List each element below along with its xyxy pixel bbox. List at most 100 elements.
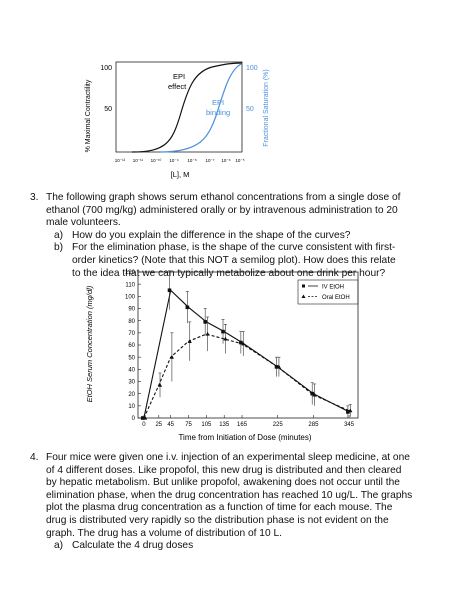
x-tick-label: 10⁻¹² <box>115 158 126 163</box>
question-4-number: 4. <box>30 452 39 463</box>
question-3-line: ethanol (700 mg/kg) administered orally … <box>46 204 398 216</box>
plot-frame <box>115 61 243 153</box>
question-4-line: graph. The drug has a volume of distribu… <box>46 527 282 539</box>
y-tick-label: 0 <box>132 416 136 422</box>
x-axis-label: [L], M <box>171 170 190 179</box>
iv-etoh-point <box>185 305 190 310</box>
question-3b-line: to the idea that we can typically metabo… <box>72 267 386 279</box>
x-tick-label: 45 <box>167 422 174 428</box>
x-tick-labels: 10⁻¹² 10⁻¹¹ 10⁻¹⁰ 10⁻⁹ 10⁻⁸ 10⁻⁷ 10⁻⁶ 10… <box>115 158 245 163</box>
epi-effect-label-1: EPI <box>173 72 185 81</box>
question-3-line: male volunteers. <box>46 217 121 229</box>
iv-etoh-point <box>274 365 279 369</box>
question-4-line: elimination phase, when the drug concent… <box>46 489 413 501</box>
iv-etoh-point <box>239 340 243 345</box>
question-4a-marker: a) <box>54 540 64 552</box>
question-3-line: The following graph shows serum ethanol … <box>46 192 401 203</box>
question-4-line: plot the plasma drug concentration as a … <box>46 502 393 514</box>
question-4: 4. Four mice were given one i.v. injecti… <box>30 452 431 553</box>
x-tick-label: 10⁻⁷ <box>205 158 214 163</box>
y-tick-label: 30 <box>128 380 135 386</box>
x-tick-label: 0 <box>142 422 146 428</box>
question-3a-text: How do you explain the difference in the… <box>72 229 351 241</box>
legend-oral-marker <box>301 294 306 298</box>
legend-oral: Oral EtOH <box>301 294 350 301</box>
x-tick-label: 10⁻⁹ <box>169 158 178 163</box>
y-tick-label: 40 <box>128 368 135 374</box>
question-4-line: drug is distributed very rapidly so the … <box>46 514 389 526</box>
oral-etoh-point <box>157 382 163 387</box>
oral-etoh-point <box>241 341 246 346</box>
x-tick-label: 345 <box>344 422 355 428</box>
epi-effect-label-2: effect <box>168 82 187 91</box>
iv-etoh-point <box>221 329 225 334</box>
iv-etoh-point <box>203 320 207 324</box>
y-tick-label: 120 <box>125 270 136 276</box>
oral-etoh-point <box>312 392 317 397</box>
epi-dose-response-figure: % Maximal Contractility 100 50 EPI effec… <box>85 61 270 179</box>
iv-etoh-point <box>346 410 350 414</box>
question-4-line: Four mice were given one i.v. injection … <box>46 452 410 463</box>
oral-etoh-point <box>169 354 175 359</box>
oral-etoh-point <box>187 339 192 343</box>
question-3b-marker: b) <box>54 242 64 254</box>
question-4a: a) Calculate the 4 drug doses <box>46 540 431 553</box>
x-tick-label: 135 <box>219 422 230 428</box>
oral-etoh-point <box>348 408 353 413</box>
question-3b: b) For the elimination phase, is the sha… <box>46 242 426 280</box>
oral-etoh-series-line <box>143 333 350 419</box>
x-tick-label: 285 <box>308 422 319 428</box>
y-tick-label: 20 <box>128 392 135 398</box>
y-tick-label: 80 <box>128 319 135 325</box>
y-tick-label: 100 <box>125 295 136 301</box>
oral-etoh-point <box>223 336 228 341</box>
oral-etoh-point <box>276 364 282 369</box>
x-tick-label: 75 <box>185 422 192 428</box>
x-tick-label: 10⁻⁶ <box>221 158 230 163</box>
legend-iv-marker <box>302 284 305 288</box>
question-4a-text: Calculate the 4 drug doses <box>72 540 194 552</box>
y-tick-label: 60 <box>128 343 135 349</box>
legend-iv: IV EtOH <box>302 284 344 291</box>
y-tick-label: 90 <box>128 307 135 313</box>
oral-etoh-point <box>205 331 210 336</box>
question-3a-marker: a) <box>54 229 64 241</box>
y-axis-label: EtOH Serum Concentration (mg/dl) <box>85 285 94 402</box>
x-tick-label: 10⁻¹⁰ <box>151 158 162 163</box>
y-right-tick-100: 100 <box>246 65 258 72</box>
y-tick-label: 50 <box>128 355 135 361</box>
y-tick-label: 70 <box>128 331 135 337</box>
x-tick-label: 225 <box>273 422 284 428</box>
y-left-tick-50: 50 <box>104 106 112 113</box>
question-3-number: 3. <box>30 192 39 203</box>
x-axis-label: Time from Initiation of Dose (minutes) <box>178 433 311 442</box>
x-tick-label: 10⁻⁸ <box>187 158 196 163</box>
legend-oral-label: Oral EtOH <box>322 295 350 301</box>
ethanol-concentration-chart: EtOH Serum Concentration (mg/dl) Time fr… <box>85 270 359 442</box>
iv-etoh-point <box>140 416 145 420</box>
y-tick-label: 10 <box>128 404 135 410</box>
question-3a: a) How do you explain the difference in … <box>46 230 426 243</box>
oral-etoh-point <box>143 415 148 420</box>
question-4-line: of 4 different doses. Like propofol, thi… <box>46 464 402 476</box>
question-3b-line: For the elimination phase, is the shape … <box>72 242 396 254</box>
y-right-tick-50: 50 <box>246 106 254 113</box>
y-right-axis-label: Fractional Saturation (%) <box>263 69 270 146</box>
question-4-line: by hepatic metabolism. But unlike propof… <box>46 477 400 489</box>
y-tick-label: 110 <box>125 282 135 288</box>
x-tick-label: 25 <box>155 422 162 428</box>
x-tick-label: 10⁻⁵ <box>235 158 244 163</box>
epi-binding-label-1: EPI <box>212 98 224 107</box>
x-tick-label: 165 <box>237 422 248 428</box>
iv-etoh-point <box>167 288 172 293</box>
question-3b-line: order kinetics? (Note that this NOT a se… <box>72 254 396 266</box>
epi-effect-curve <box>131 62 243 153</box>
y-left-tick-100: 100 <box>100 65 112 72</box>
question-3: 3. The following graph shows serum ethan… <box>30 192 426 280</box>
x-tick-label: 10⁻¹¹ <box>133 158 144 163</box>
epi-binding-label-2: binding <box>206 108 230 117</box>
legend-iv-label: IV EtOH <box>322 285 344 291</box>
x-tick-label: 105 <box>201 422 212 428</box>
epi-binding-curve <box>159 63 243 153</box>
y-left-axis-label: % Maximal Contractility <box>85 79 92 152</box>
